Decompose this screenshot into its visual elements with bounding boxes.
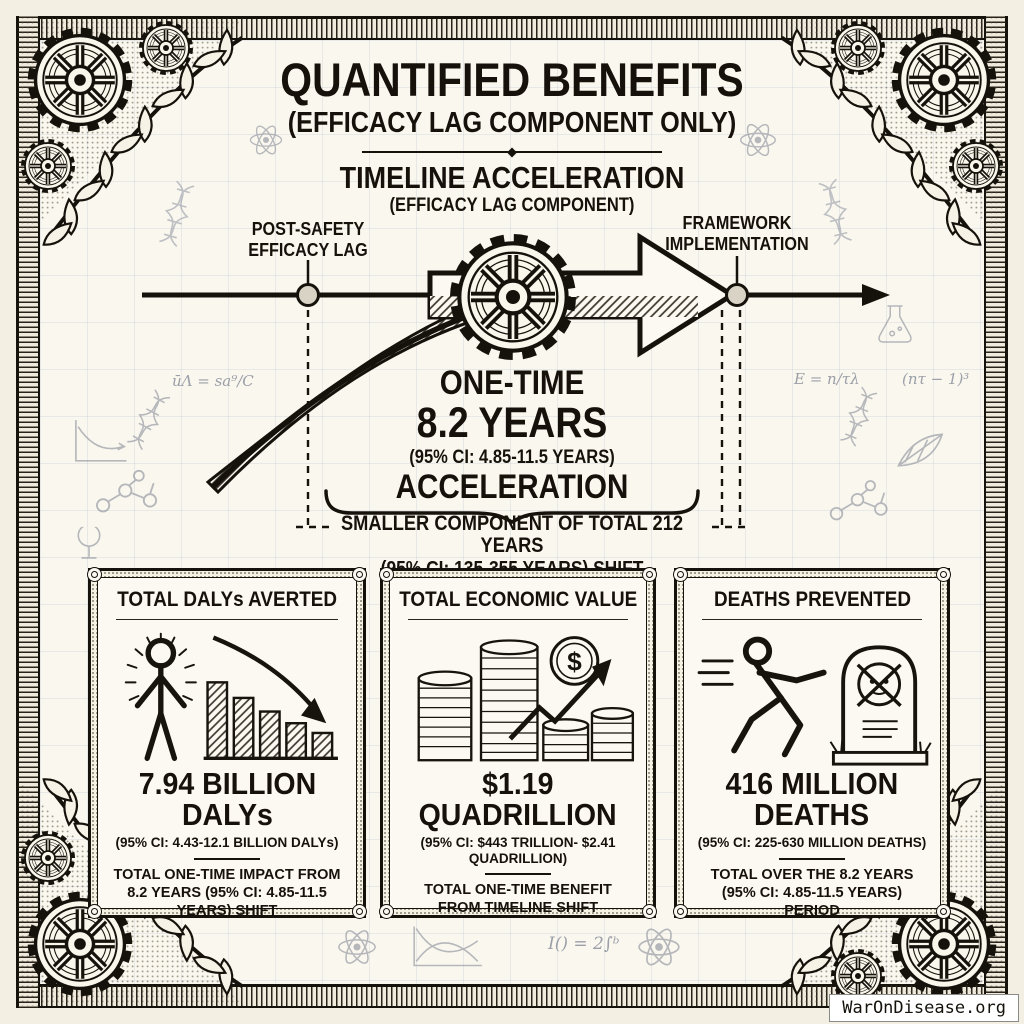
card-corner-ornament xyxy=(87,904,102,919)
poster-header: QUANTIFIED BENEFITS (EFFICACY LAG COMPON… xyxy=(0,56,1024,217)
card-value-line1: $1.19 xyxy=(482,766,554,801)
card-divider xyxy=(194,857,260,860)
card-title: TOTAL DALYs AVERTED xyxy=(117,588,337,611)
timeline-label-post-safety: POST-SAFETY EFFICACY LAG xyxy=(248,219,368,260)
card-divider xyxy=(485,873,551,876)
border-band-top xyxy=(16,16,1008,40)
card-description: TOTAL OVER THE 8.2 YEARS (95% CI: 4.85-1… xyxy=(710,866,914,919)
card-corner-ornament xyxy=(936,567,951,582)
card-title-rule xyxy=(407,619,629,620)
note-line1: SMALLER COMPONENT OF TOTAL 212 YEARS xyxy=(340,512,684,558)
acceleration-ci: (95% CI: 4.85-11.5 YEARS) xyxy=(409,447,615,468)
card-ci: (95% CI: $443 TRILLION- $2.41 QUADRILLIO… xyxy=(420,835,616,866)
acceleration-post: ACCELERATION xyxy=(395,468,629,506)
page-title: QUANTIFIED BENEFITS xyxy=(280,53,744,106)
header-divider xyxy=(362,151,662,154)
svg-text:$: $ xyxy=(567,647,582,677)
card-corner-ornament xyxy=(936,904,951,919)
card-corner-ornament xyxy=(642,904,657,919)
card-title-rule xyxy=(701,619,923,620)
card-corner-ornament xyxy=(673,904,688,919)
gear-icon xyxy=(459,243,566,350)
section-title: TIMELINE ACCELERATION xyxy=(339,160,685,196)
acceleration-value: 8.2 YEARS xyxy=(416,399,608,447)
card-title: TOTAL ECONOMIC VALUE xyxy=(399,588,638,611)
card-corner-ornament xyxy=(352,904,367,919)
person-declining-bars-icon xyxy=(124,632,338,761)
card-corner-ornament xyxy=(379,904,394,919)
card-title: DEATHS PREVENTED xyxy=(713,588,911,611)
card-corner-ornament xyxy=(352,567,367,582)
card-value-line2: DEATHS xyxy=(754,797,870,832)
timeline-marker-left xyxy=(296,283,320,307)
curly-brace xyxy=(324,489,700,525)
acceleration-pre: ONE-TIME xyxy=(439,364,585,402)
dashed-guides xyxy=(296,310,750,529)
card-corner-ornament xyxy=(673,567,688,582)
card-description: TOTAL ONE-TIME IMPACT FROM 8.2 YEARS (95… xyxy=(113,866,341,919)
runner-tombstone-icon xyxy=(697,636,932,766)
card-corner-ornament xyxy=(87,567,102,582)
card-divider xyxy=(779,857,845,860)
card-value-line1: 7.94 BILLION xyxy=(138,766,316,801)
card-value-line1: 416 MILLION xyxy=(725,766,899,801)
timeline-arrowhead xyxy=(862,284,890,306)
stat-card-economic-value: TOTAL ECONOMIC VALUE xyxy=(379,567,657,919)
timeline-marker-right xyxy=(725,283,749,307)
stat-card-dalys-averted: TOTAL DALYs AVERTED xyxy=(87,567,367,919)
card-value-line2: DALYs xyxy=(181,797,273,832)
timeline-label-framework: FRAMEWORK IMPLEMENTATION xyxy=(665,213,809,254)
card-title-rule xyxy=(115,619,339,620)
acceleration-callout: ONE-TIME 8.2 YEARS (95% CI: 4.85-11.5 YE… xyxy=(262,366,762,504)
timeline-diagram xyxy=(142,232,890,529)
page-subtitle: (EFFICACY LAG COMPONENT ONLY) xyxy=(287,106,737,139)
card-corner-ornament xyxy=(642,567,657,582)
coin-stacks-growth-icon: $ xyxy=(417,636,635,762)
stat-card-deaths-prevented: DEATHS PREVENTED xyxy=(673,567,951,919)
card-ci: (95% CI: 225-630 MILLION DEATHS) xyxy=(697,835,927,850)
card-ci: (95% CI: 4.43-12.1 BILLION DALYs) xyxy=(115,835,339,850)
card-corner-ornament xyxy=(379,567,394,582)
section-subtitle: (EFFICACY LAG COMPONENT) xyxy=(389,195,635,217)
card-description: TOTAL ONE-TIME BENEFIT FROM TIMELINE SHI… xyxy=(424,882,612,917)
card-value-line2: QUADRILLION xyxy=(418,797,618,832)
watermark-label: WarOnDisease.org xyxy=(829,994,1019,1022)
